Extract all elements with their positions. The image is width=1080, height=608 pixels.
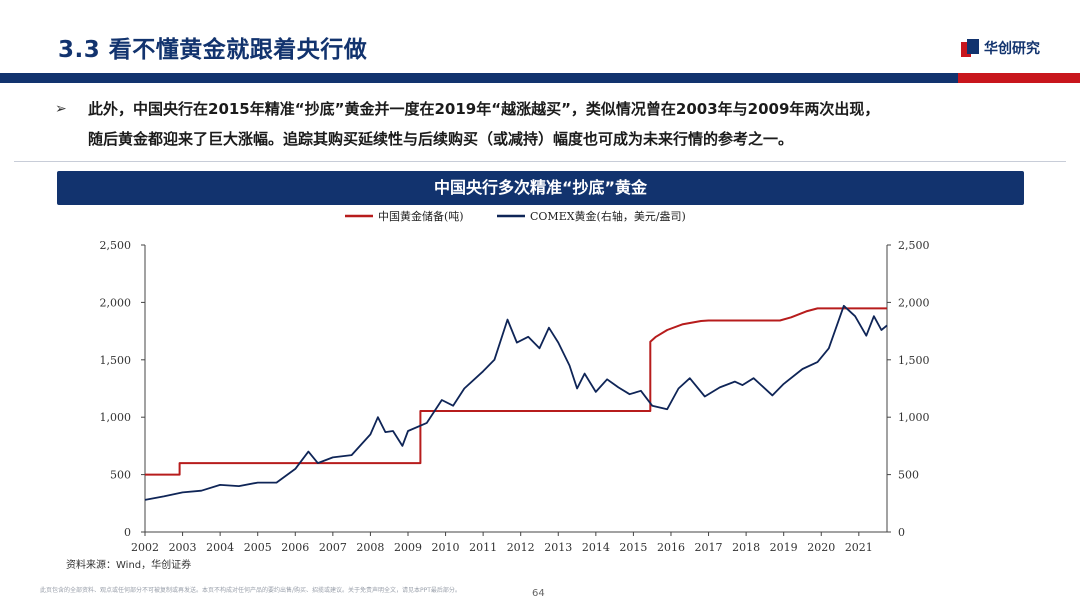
y-tick-label-right: 2,000 <box>898 296 930 309</box>
divider <box>14 161 1066 162</box>
y-tick-label-left: 0 <box>124 526 131 539</box>
x-tick-label: 2020 <box>807 541 835 554</box>
y-tick-label-left: 500 <box>110 469 131 482</box>
x-tick-label: 2010 <box>432 541 460 554</box>
x-tick-label: 2008 <box>356 541 384 554</box>
company-logo: 华创研究 <box>961 38 1040 58</box>
x-tick-label: 2015 <box>619 541 647 554</box>
disclaimer: 此页包含的全部资料、观点或任何部分不可被复制或再发送。本页不构成对任何产品的要约… <box>40 587 461 594</box>
x-tick-label: 2013 <box>544 541 572 554</box>
legend-label-reserve: 中国黄金储备(吨) <box>378 209 464 223</box>
y-tick-label-right: 2,500 <box>898 239 930 252</box>
x-tick-label: 2018 <box>732 541 760 554</box>
x-tick-label: 2005 <box>244 541 272 554</box>
x-tick-label: 2016 <box>657 541 685 554</box>
x-tick-label: 2004 <box>206 541 234 554</box>
x-tick-label: 2017 <box>695 541 723 554</box>
slide-title: 3.3 看不懂黄金就跟着央行做 <box>58 37 368 63</box>
chart-title: 中国央行多次精准“抄底”黄金 <box>57 171 1024 205</box>
y-tick-label-left: 1,000 <box>100 411 132 424</box>
y-tick-label-right: 1,000 <box>898 411 930 424</box>
x-tick-label: 2019 <box>770 541 798 554</box>
x-tick-label: 2002 <box>131 541 159 554</box>
x-tick-label: 2007 <box>319 541 347 554</box>
source-note: 资料来源：Wind，华创证券 <box>66 560 192 571</box>
chart: 0 500 1,000 1,500 2,000 2,500 0 500 1,000 1,500 2,… <box>100 209 930 554</box>
x-tick-label: 2011 <box>469 541 497 554</box>
page-number: 64 <box>532 588 545 599</box>
x-tick-label: 2006 <box>281 541 309 554</box>
x-tick-label: 2021 <box>845 541 873 554</box>
y-tick-label-left: 2,000 <box>100 296 132 309</box>
series-line-comex <box>144 304 888 501</box>
bullet-line-1: 此外，中国央行在2015年精准“抄底”黄金并一度在2019年“越涨越买”，类似情… <box>88 100 880 118</box>
y-tick-label-left: 2,500 <box>100 239 132 252</box>
x-tick-label: 2009 <box>394 541 422 554</box>
series-line-reserve <box>145 307 887 476</box>
bullet-arrow-icon: ➢ <box>55 101 67 117</box>
y-tick-label-right: 1,500 <box>898 354 930 367</box>
header-bar <box>0 73 1080 83</box>
logo-text: 华创研究 <box>984 41 1040 57</box>
legend-label-comex: COMEX黄金(右轴，美元/盎司) <box>530 209 686 223</box>
bullet-line-2: 随后黄金都迎来了巨大涨幅。追踪其购买延续性与后续购买（或减持）幅度也可成为未来行… <box>88 130 794 148</box>
x-tick-label: 2014 <box>582 541 610 554</box>
logo-mark-icon <box>961 39 979 57</box>
y-tick-label-right: 500 <box>898 469 919 482</box>
y-tick-label-right: 0 <box>898 526 905 539</box>
bullet-text: ➢ 此外，中国央行在2015年精准“抄底”黄金并一度在2019年“越涨越买”，类… <box>55 94 1045 154</box>
x-tick-label: 2012 <box>507 541 535 554</box>
x-tick-label: 2003 <box>169 541 197 554</box>
y-tick-label-left: 1,500 <box>100 354 132 367</box>
